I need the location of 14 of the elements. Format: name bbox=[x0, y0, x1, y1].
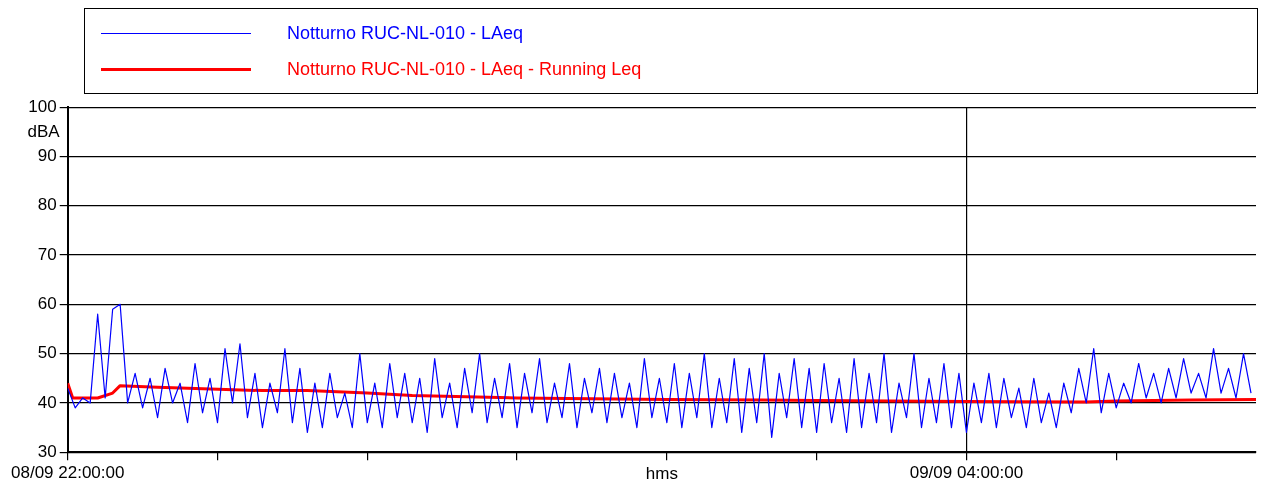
y-tick-label: 40 bbox=[37, 392, 57, 412]
y-tick-label: 60 bbox=[37, 294, 57, 314]
y-tick-label: 70 bbox=[37, 244, 57, 264]
text: Notturno RUC-NL-010 - LAeq bbox=[287, 22, 524, 44]
y-tick-label: 100 bbox=[28, 96, 57, 116]
y-tick-label: 80 bbox=[37, 195, 57, 215]
y-axis-title: dBA bbox=[27, 121, 61, 141]
y-tick-label: 90 bbox=[37, 146, 57, 166]
x-axis-title: hms bbox=[645, 464, 678, 484]
text: Notturno RUC-NL-010 - LAeq - Running Leq bbox=[287, 58, 642, 80]
x-tick-label: 08/09 22:00:00 bbox=[10, 463, 125, 483]
x-tick-label: 09/09 04:00:00 bbox=[909, 463, 1024, 483]
y-tick-label: 30 bbox=[37, 441, 57, 461]
y-tick-label: 50 bbox=[37, 343, 57, 363]
